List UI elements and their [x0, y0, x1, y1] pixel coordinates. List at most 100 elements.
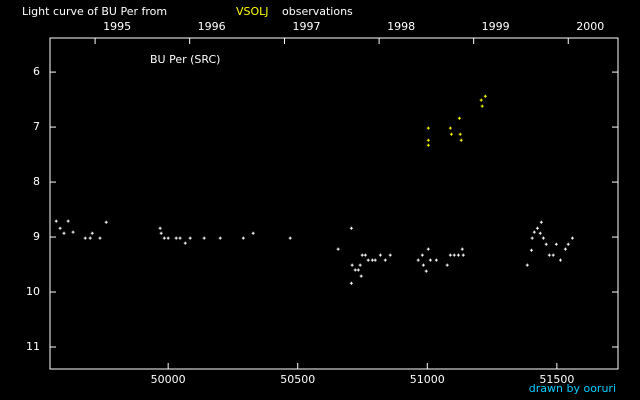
data-point — [452, 253, 456, 257]
data-point — [241, 236, 245, 240]
data-point — [251, 231, 255, 235]
x2-tick-label: 1997 — [293, 20, 321, 33]
data-point — [426, 247, 430, 251]
data-point — [445, 263, 449, 267]
x2-tick-label: 1998 — [387, 20, 415, 33]
data-point — [434, 258, 438, 262]
data-point — [457, 116, 461, 120]
data-point — [420, 253, 424, 257]
data-point — [563, 247, 567, 251]
data-point — [202, 236, 206, 240]
data-point — [183, 241, 187, 245]
data-point — [480, 104, 484, 108]
data-point — [448, 253, 452, 257]
star-label: BU Per (SRC) — [150, 53, 220, 66]
data-point — [359, 274, 363, 278]
data-point — [426, 138, 430, 142]
data-point — [449, 132, 453, 136]
data-point — [83, 236, 87, 240]
data-point — [544, 242, 548, 246]
data-point — [566, 242, 570, 246]
data-point — [62, 231, 66, 235]
data-point — [532, 230, 536, 234]
chart-title: Light curve of BU Per from — [22, 5, 167, 18]
data-source: VSOLJ — [236, 5, 269, 18]
data-point — [426, 126, 430, 130]
data-point — [58, 226, 62, 230]
data-point — [378, 253, 382, 257]
x2-tick-label: 1999 — [482, 20, 510, 33]
data-point — [54, 219, 58, 223]
data-point — [530, 236, 534, 240]
x-tick-label: 50000 — [151, 373, 186, 386]
data-point — [162, 236, 166, 240]
data-point — [363, 253, 367, 257]
data-point — [350, 263, 354, 267]
x-tick-label: 51500 — [539, 373, 574, 386]
data-point — [353, 268, 357, 272]
data-point — [551, 253, 555, 257]
data-point — [218, 236, 222, 240]
plot-frame — [49, 37, 619, 370]
data-point — [158, 226, 162, 230]
y-tick-label: 9 — [33, 230, 40, 243]
data-point — [88, 236, 92, 240]
x-tick-label: 50500 — [280, 373, 315, 386]
data-point — [424, 269, 428, 273]
data-point — [366, 258, 370, 262]
data-point — [456, 253, 460, 257]
x2-tick-label: 2000 — [576, 20, 604, 33]
data-point — [554, 242, 558, 246]
data-point — [421, 263, 425, 267]
data-point — [416, 258, 420, 262]
data-point — [174, 236, 178, 240]
data-point — [428, 258, 432, 262]
data-point — [373, 258, 377, 262]
data-point — [461, 253, 465, 257]
data-point — [529, 248, 533, 252]
data-point — [188, 236, 192, 240]
data-point — [558, 258, 562, 262]
data-point — [538, 231, 542, 235]
data-point — [349, 281, 353, 285]
data-point — [459, 138, 463, 142]
data-point — [349, 226, 353, 230]
data-point — [483, 94, 487, 98]
x-tick-label: 51000 — [410, 373, 445, 386]
data-point — [448, 126, 452, 130]
y-tick-label: 11 — [26, 340, 40, 353]
data-point — [98, 236, 102, 240]
data-point — [460, 247, 464, 251]
y-tick-label: 10 — [26, 285, 40, 298]
data-point — [539, 220, 543, 224]
data-point — [288, 236, 292, 240]
data-point — [525, 263, 529, 267]
y-tick-label: 8 — [33, 175, 40, 188]
data-point — [356, 268, 360, 272]
y-tick-label: 7 — [33, 120, 40, 133]
data-point — [66, 219, 70, 223]
data-point — [166, 236, 170, 240]
y-tick-label: 6 — [33, 65, 40, 78]
data-point — [479, 98, 483, 102]
data-point — [104, 220, 108, 224]
credit: drawn by ooruri — [529, 382, 616, 395]
data-point — [336, 247, 340, 251]
data-point — [159, 231, 163, 235]
chart-title-tail: observations — [282, 5, 353, 18]
data-point — [90, 231, 94, 235]
data-point — [388, 253, 392, 257]
data-point — [426, 143, 430, 147]
data-point — [370, 258, 374, 262]
data-point — [360, 253, 364, 257]
data-point — [358, 263, 362, 267]
data-point — [541, 236, 545, 240]
data-point — [71, 230, 75, 234]
data-point — [547, 253, 551, 257]
x2-tick-label: 1996 — [198, 20, 226, 33]
data-point — [570, 236, 574, 240]
data-point — [458, 132, 462, 136]
data-point — [178, 236, 182, 240]
x2-tick-label: 1995 — [103, 20, 131, 33]
